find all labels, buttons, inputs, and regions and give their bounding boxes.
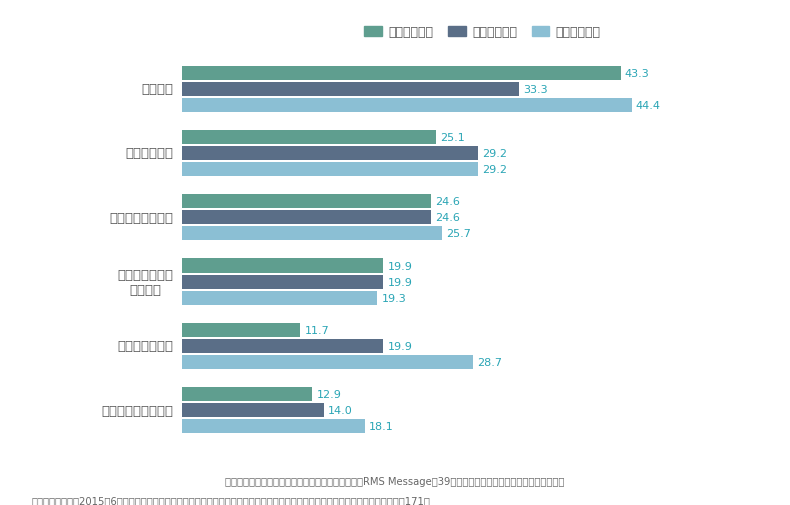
Text: 24.6: 24.6 [435, 213, 460, 223]
Text: 25.7: 25.7 [446, 229, 471, 239]
Text: 出所：リクルートマネジメントソリューションズ『RMS Message』39号　特集『『適応』のメカニズムを探る』: 出所：リクルートマネジメントソリューションズ『RMS Message』39号 特… [225, 476, 565, 486]
Text: 14.0: 14.0 [328, 406, 352, 416]
Bar [182, 163, 478, 177]
Bar [182, 195, 431, 209]
Bar [182, 403, 324, 418]
Text: 19.9: 19.9 [387, 341, 412, 351]
Bar [182, 323, 300, 337]
Bar [182, 420, 365, 434]
Bar [182, 291, 378, 305]
Text: 12.9: 12.9 [317, 389, 341, 399]
Text: 24.6: 24.6 [435, 197, 460, 207]
Bar [182, 211, 431, 225]
Text: 19.9: 19.9 [387, 261, 412, 271]
Text: 19.3: 19.3 [382, 293, 406, 303]
Bar [182, 355, 472, 369]
Bar [182, 275, 383, 289]
Text: 43.3: 43.3 [625, 69, 649, 78]
Text: 【注】調査対象：2015年6月現在で日本の企業で働いており、３年以内に転職した経験を持つ正社員５１３人、集計対象：各項目とも171人: 【注】調査対象：2015年6月現在で日本の企業で働いており、３年以内に転職した経… [32, 495, 431, 505]
Text: 19.9: 19.9 [387, 277, 412, 287]
Text: 29.2: 29.2 [482, 148, 506, 159]
Bar [182, 98, 632, 113]
Text: 11.7: 11.7 [304, 325, 329, 335]
Bar [182, 66, 621, 80]
Bar [182, 82, 519, 96]
Text: 18.1: 18.1 [369, 422, 394, 431]
Bar [182, 146, 478, 161]
Text: 28.7: 28.7 [476, 358, 502, 367]
Legend: 営業・販売職, 事務系専門職, 技術系専門職: 営業・販売職, 事務系専門職, 技術系専門職 [359, 21, 606, 44]
Text: 44.4: 44.4 [636, 100, 660, 111]
Text: 29.2: 29.2 [482, 165, 506, 175]
Bar [182, 131, 436, 145]
Bar [182, 387, 313, 401]
Bar [182, 339, 383, 353]
Text: 33.3: 33.3 [523, 84, 548, 94]
Bar [182, 259, 383, 273]
Bar [182, 227, 442, 241]
Text: 25.1: 25.1 [440, 133, 465, 142]
